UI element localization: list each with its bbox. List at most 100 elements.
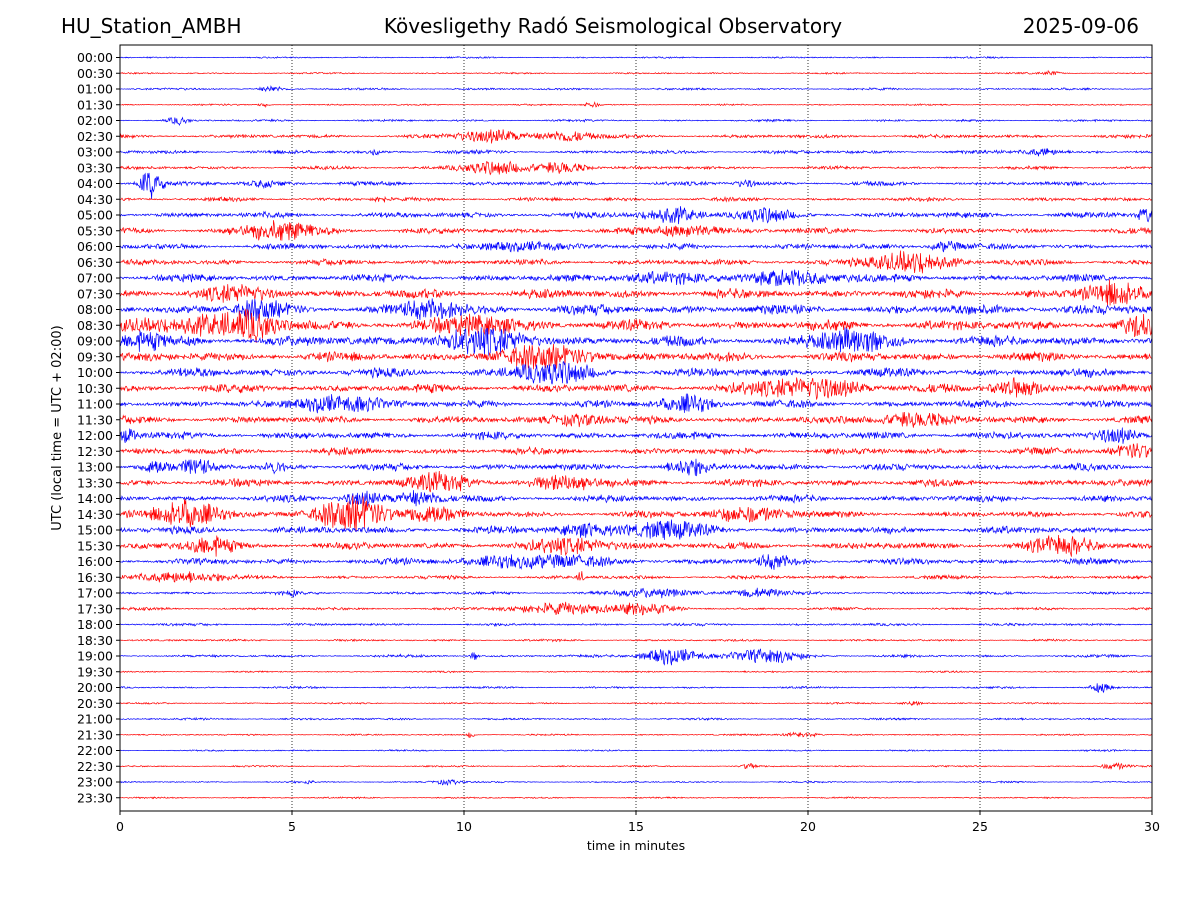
trace-row <box>119 240 1153 253</box>
y-tick-label: 17:00 <box>77 586 113 601</box>
y-tick-label: 22:00 <box>77 743 113 758</box>
y-tick-label: 20:30 <box>77 696 113 711</box>
x-tick-label: 10 <box>456 819 472 834</box>
trace-row <box>119 148 1153 157</box>
y-tick-label: 13:30 <box>77 475 113 490</box>
trace-row <box>119 534 1153 557</box>
trace-row <box>119 195 1153 203</box>
trace-row <box>119 172 1153 200</box>
trace-row <box>119 69 1153 76</box>
trace-row <box>119 762 1153 771</box>
trace-row <box>119 160 1153 176</box>
y-tick-label: 23:30 <box>77 790 113 805</box>
trace-row <box>119 116 1153 127</box>
y-tick-label: 06:30 <box>77 255 113 270</box>
chart-date: 2025-09-06 <box>1022 14 1139 38</box>
trace-row <box>119 327 1153 357</box>
y-tick-label: 11:00 <box>77 397 113 412</box>
trace-row <box>119 412 1153 428</box>
y-tick-label: 04:00 <box>77 176 113 191</box>
trace-row <box>119 638 1153 643</box>
y-tick-label: 10:30 <box>77 381 113 396</box>
y-tick-label: 03:00 <box>77 145 113 160</box>
y-tick-label: 02:00 <box>77 113 113 128</box>
trace-row <box>119 571 1153 583</box>
trace-row <box>119 279 1153 307</box>
trace-row <box>119 716 1153 722</box>
trace-row <box>119 393 1153 414</box>
trace-row <box>119 748 1153 753</box>
y-tick-label: 21:30 <box>77 727 113 742</box>
y-tick-label: 20:00 <box>77 680 113 695</box>
y-tick-label: 02:30 <box>77 129 113 144</box>
trace-row <box>119 427 1153 444</box>
trace-row <box>119 85 1153 93</box>
trace-row <box>119 490 1153 507</box>
y-tick-label: 17:30 <box>77 601 113 616</box>
trace-row <box>119 101 1153 108</box>
y-tick-label: 21:00 <box>77 712 113 727</box>
trace-row <box>119 220 1153 241</box>
y-tick-label: 01:00 <box>77 82 113 97</box>
y-axis-label: UTC (local time = UTC + 02:00) <box>50 325 65 530</box>
y-tick-label: 00:00 <box>77 50 113 65</box>
y-tick-label: 07:00 <box>77 271 113 286</box>
seismogram-traces <box>119 55 1153 800</box>
trace-row <box>119 250 1153 274</box>
y-tick-label: 14:00 <box>77 491 113 506</box>
x-tick-label: 0 <box>116 819 124 834</box>
y-tick-label: 07:30 <box>77 286 113 301</box>
x-tick-label: 15 <box>628 819 644 834</box>
trace-row <box>119 343 1153 370</box>
x-tick-label: 25 <box>972 819 988 834</box>
x-tick-label: 5 <box>288 819 296 834</box>
x-tick-label: 30 <box>1144 819 1160 834</box>
trace-row <box>119 269 1153 287</box>
trace-row <box>119 622 1153 628</box>
y-tick-label: 22:30 <box>77 759 113 774</box>
y-tick-label: 14:30 <box>77 507 113 522</box>
x-axis-label: time in minutes <box>587 838 685 853</box>
y-tick-label: 09:30 <box>77 349 113 364</box>
y-tick-label: 00:30 <box>77 66 113 81</box>
trace-row <box>119 648 1153 666</box>
y-tick-label: 19:00 <box>77 649 113 664</box>
y-tick-label: 23:00 <box>77 775 113 790</box>
station-name: HU_Station_AMBH <box>61 14 242 38</box>
y-tick-label: 11:30 <box>77 412 113 427</box>
trace-row <box>119 601 1153 616</box>
y-tick-label: 09:00 <box>77 334 113 349</box>
trace-row <box>119 731 1153 739</box>
y-tick-label: 04:30 <box>77 192 113 207</box>
y-tick-label: 16:30 <box>77 570 113 585</box>
y-tick-label: 03:30 <box>77 160 113 175</box>
x-axis-ticks: 0 5 10 15 20 25 30 <box>116 811 1160 834</box>
y-tick-label: 12:00 <box>77 428 113 443</box>
trace-row <box>119 778 1153 786</box>
y-tick-label: 12:30 <box>77 444 113 459</box>
trace-row <box>119 796 1153 800</box>
y-tick-label: 08:30 <box>77 318 113 333</box>
y-tick-label: 19:30 <box>77 664 113 679</box>
y-tick-label: 10:00 <box>77 365 113 380</box>
trace-row <box>120 495 1153 532</box>
grid-lines <box>291 45 981 811</box>
y-tick-label: 08:00 <box>77 302 113 317</box>
y-tick-label: 18:00 <box>77 617 113 632</box>
chart-title: Kövesligethy Radó Seismological Observat… <box>383 14 843 38</box>
y-tick-label: 05:30 <box>77 223 113 238</box>
trace-row <box>119 700 1153 707</box>
trace-row <box>119 129 1153 144</box>
y-tick-label: 05:00 <box>77 208 113 223</box>
trace-row <box>119 443 1153 459</box>
trace-row <box>119 519 1153 540</box>
x-tick-label: 20 <box>800 819 816 834</box>
trace-row <box>119 377 1153 400</box>
trace-row <box>119 458 1153 477</box>
y-tick-label: 13:00 <box>77 460 113 475</box>
trace-row <box>119 587 1153 599</box>
y-tick-label: 15:30 <box>77 538 113 553</box>
trace-row <box>119 298 1153 321</box>
trace-row <box>119 553 1153 570</box>
